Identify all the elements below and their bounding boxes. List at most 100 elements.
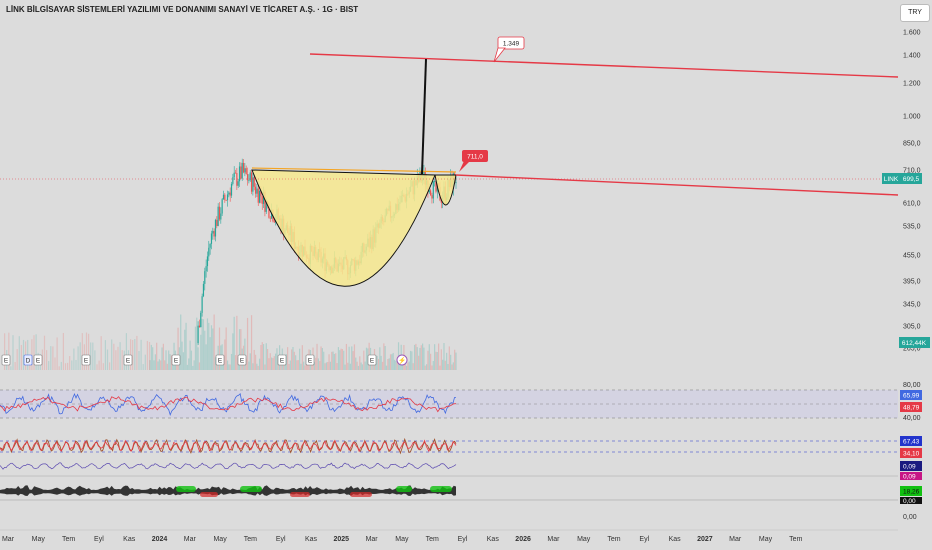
volume-bar <box>343 350 345 370</box>
volume-bar <box>96 364 98 370</box>
candle-body <box>248 180 250 181</box>
volume-bar <box>276 348 278 370</box>
volume-bar <box>214 357 217 370</box>
candle-body <box>273 221 275 223</box>
volume-bar <box>8 332 10 370</box>
ticker-tag: LINK <box>882 173 900 184</box>
volume-bar <box>389 354 392 370</box>
volume-bar <box>375 362 377 370</box>
svg-text:LINK: LINK <box>884 176 899 183</box>
event-marker[interactable] <box>1 354 11 366</box>
event-label: E <box>308 358 313 365</box>
event-marker[interactable] <box>123 354 133 366</box>
volume-bar <box>269 353 271 370</box>
volume-bar <box>109 362 111 370</box>
volume-bar <box>363 350 365 370</box>
stoch-pane <box>0 437 898 455</box>
volume-bar <box>29 362 31 370</box>
volume-bar <box>293 351 295 370</box>
momentum-pane <box>0 485 898 501</box>
volume-bar <box>303 361 305 370</box>
event-label: E <box>174 358 179 365</box>
candle-body <box>221 199 223 214</box>
volume-bar <box>268 358 270 370</box>
event-marker[interactable] <box>367 354 377 366</box>
volume-bar <box>157 361 159 370</box>
volume-bar <box>443 343 445 370</box>
volume-bar <box>409 350 412 370</box>
volume-bar <box>372 362 374 370</box>
event-marker[interactable] <box>23 354 33 366</box>
volume-bar <box>440 349 442 370</box>
volume-bar <box>442 359 444 370</box>
volume-bar <box>289 360 291 370</box>
event-label: E <box>370 358 375 365</box>
svg-text:0,09: 0,09 <box>903 474 916 481</box>
volume-bar <box>415 343 417 370</box>
volume-bar <box>184 329 186 370</box>
volume-bar <box>62 332 64 370</box>
volume-bar <box>117 346 119 370</box>
breakout-label-text: 711,0 <box>467 154 483 161</box>
event-marker[interactable] <box>81 354 91 366</box>
volume-bar <box>332 351 334 370</box>
volume-bar <box>288 363 290 370</box>
volume-bar <box>136 335 138 370</box>
currency-button[interactable]: TRY <box>900 4 930 22</box>
volume-bar <box>104 340 106 370</box>
volume-bar <box>319 360 321 370</box>
event-marker[interactable] <box>277 354 287 366</box>
volume-bar <box>383 343 385 370</box>
volume-bar <box>320 346 322 370</box>
event-marker[interactable] <box>33 354 43 366</box>
volume-bar <box>253 349 255 370</box>
volume-bar <box>197 347 199 370</box>
volume-bar <box>405 365 408 370</box>
volume-bar <box>201 318 203 370</box>
volume-bar <box>213 314 215 370</box>
measured-move-line <box>421 58 427 175</box>
volume-bar <box>317 358 319 370</box>
volume-bar <box>22 339 25 370</box>
volume-bar <box>275 353 277 370</box>
price-tick-label: 850,0 <box>903 141 921 148</box>
volume-bar <box>150 344 152 370</box>
volume-bar <box>356 361 358 370</box>
candle-body <box>260 190 262 197</box>
volume-bar <box>75 359 77 370</box>
volume-bar <box>111 339 113 370</box>
volume-bar <box>393 359 396 370</box>
candle-body <box>253 177 255 187</box>
event-flash-icon[interactable] <box>396 354 408 366</box>
volume-bar <box>18 336 20 370</box>
volume-bar <box>240 329 242 370</box>
rsi-pane <box>0 389 898 419</box>
time-tick-label: 2027 <box>697 536 713 543</box>
volume-bar <box>48 361 50 370</box>
volume-bar <box>58 366 60 370</box>
volume-bar <box>138 351 140 370</box>
event-marker[interactable] <box>215 354 225 366</box>
volume-bar <box>79 342 81 370</box>
time-tick-label: May <box>577 536 591 543</box>
candle-body <box>210 233 213 244</box>
event-label: E <box>84 358 89 365</box>
event-marker[interactable] <box>237 354 247 366</box>
event-marker[interactable] <box>305 354 315 366</box>
volume-bar <box>270 357 273 370</box>
candle-body <box>261 196 263 204</box>
resistance-line-upper[interactable] <box>309 53 899 78</box>
resistance-line-lower[interactable] <box>455 174 899 196</box>
candle-body <box>214 219 217 237</box>
volume-bar <box>264 364 266 370</box>
candle-body <box>198 325 201 328</box>
volume-bar <box>436 352 438 370</box>
volume-bar <box>206 318 209 370</box>
volume-bar <box>399 363 401 370</box>
volume-bar <box>41 349 43 370</box>
candle-body <box>197 325 199 344</box>
volume-bar <box>273 356 275 370</box>
event-marker[interactable] <box>171 354 181 366</box>
volume-bar <box>396 361 398 370</box>
